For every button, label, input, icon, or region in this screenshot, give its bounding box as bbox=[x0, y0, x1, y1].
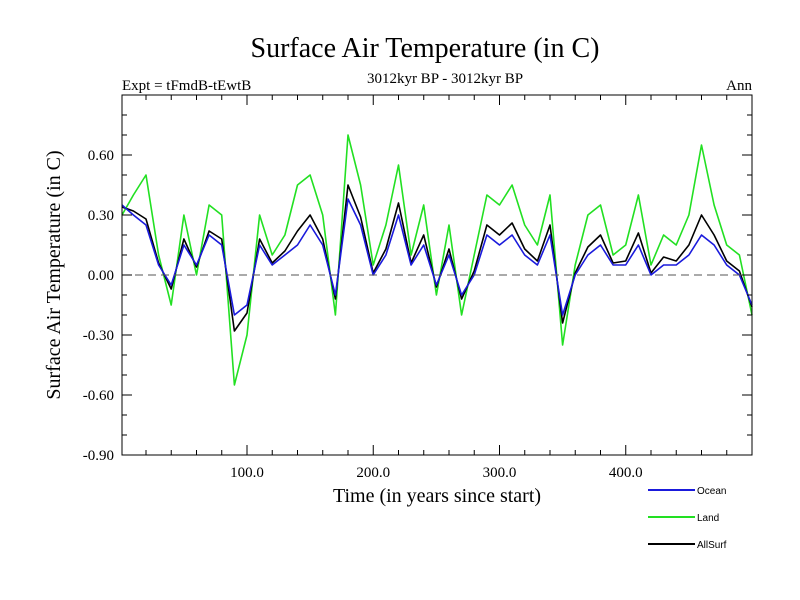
y-axis-label: Surface Air Temperature (in C) bbox=[43, 150, 65, 399]
season-label: Ann bbox=[726, 78, 752, 94]
ticks-layer: 100.0 200.0 300.0 400.0 -0.90 -0.60 -0.30 0.00 0… bbox=[83, 95, 752, 481]
y-tick-label: -0.60 bbox=[83, 388, 114, 404]
y-tick-label: -0.90 bbox=[83, 448, 114, 464]
series-line-allsurf bbox=[121, 184, 753, 332]
x-axis-label: Time (in years since start) bbox=[333, 485, 541, 507]
x-tick-label: 200.0 bbox=[356, 465, 390, 481]
y-tick-label: -0.30 bbox=[83, 328, 114, 344]
series-line-ocean bbox=[121, 198, 753, 316]
y-tick-label: 0.60 bbox=[88, 148, 114, 164]
legend: Ocean Land AllSurf bbox=[648, 486, 727, 551]
y-tick-label: 0.30 bbox=[88, 208, 114, 224]
x-tick-label: 100.0 bbox=[230, 465, 264, 481]
legend-label-allsurf: AllSurf bbox=[697, 540, 727, 551]
x-tick-label: 400.0 bbox=[609, 465, 643, 481]
y-tick-label: 0.00 bbox=[88, 268, 114, 284]
series-layer bbox=[121, 134, 753, 386]
legend-label-land: Land bbox=[697, 513, 719, 524]
series-line-land bbox=[121, 134, 753, 386]
experiment-label: Expt = tFmdB-tEwtB bbox=[122, 78, 251, 94]
x-tick-label: 300.0 bbox=[483, 465, 517, 481]
legend-label-ocean: Ocean bbox=[697, 486, 726, 497]
chart-title: Surface Air Temperature (in C) bbox=[251, 33, 600, 64]
period-label: 3012kyr BP - 3012kyr BP bbox=[367, 71, 523, 87]
